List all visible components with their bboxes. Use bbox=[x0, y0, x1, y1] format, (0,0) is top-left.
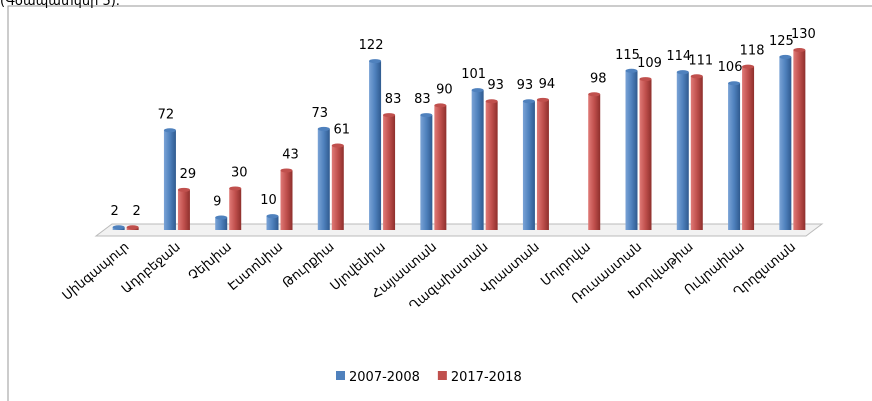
bar bbox=[588, 94, 601, 230]
legend-swatch bbox=[336, 371, 345, 380]
bar-top bbox=[793, 48, 806, 52]
bar-top bbox=[536, 97, 549, 102]
bar-top bbox=[779, 54, 792, 59]
bar bbox=[742, 66, 755, 230]
bar bbox=[331, 145, 344, 230]
bar-top bbox=[728, 81, 741, 86]
data-label: 93 bbox=[487, 78, 504, 93]
bar-top bbox=[588, 92, 601, 97]
bar bbox=[280, 170, 293, 230]
bar bbox=[779, 56, 792, 230]
data-label: 10 bbox=[260, 193, 277, 208]
data-label: 122 bbox=[359, 38, 384, 53]
bar-top bbox=[742, 64, 755, 69]
bar-top bbox=[112, 225, 125, 230]
data-label: 106 bbox=[718, 60, 743, 75]
bar bbox=[369, 61, 382, 231]
bar-top bbox=[126, 225, 139, 230]
data-label: 109 bbox=[637, 56, 662, 71]
data-label: 83 bbox=[385, 92, 402, 107]
bar-top bbox=[471, 88, 484, 93]
data-label: 9 bbox=[213, 195, 221, 210]
bar bbox=[229, 188, 242, 230]
bar bbox=[522, 101, 535, 230]
data-label: 101 bbox=[461, 67, 486, 82]
bar bbox=[163, 130, 176, 230]
data-label: 29 bbox=[180, 167, 197, 182]
bar bbox=[639, 79, 652, 230]
bar-top bbox=[266, 214, 279, 219]
bar bbox=[690, 76, 703, 230]
bar-top bbox=[331, 143, 344, 148]
data-label: 61 bbox=[334, 123, 351, 138]
legend-label: 2017-2018 bbox=[451, 370, 522, 385]
bar-top bbox=[383, 113, 396, 118]
bar-top bbox=[177, 187, 190, 192]
bar-top bbox=[434, 103, 447, 108]
bar-top bbox=[280, 168, 293, 173]
bar-top bbox=[215, 215, 228, 220]
bar-top bbox=[625, 68, 638, 73]
bar bbox=[266, 216, 279, 230]
data-label: 30 bbox=[231, 165, 248, 180]
bar bbox=[676, 72, 689, 231]
data-label: 125 bbox=[769, 34, 794, 49]
bar-top bbox=[163, 128, 176, 133]
data-label: 94 bbox=[539, 77, 556, 92]
data-label: 130 bbox=[791, 27, 816, 42]
bar bbox=[793, 50, 806, 230]
bar bbox=[215, 217, 228, 230]
bar bbox=[434, 105, 447, 230]
bar-top bbox=[369, 59, 382, 64]
bar-top bbox=[639, 77, 652, 82]
data-label: 2 bbox=[111, 204, 119, 219]
bar-top bbox=[690, 74, 703, 79]
data-label: 93 bbox=[517, 78, 534, 93]
legend-swatch bbox=[437, 371, 447, 380]
data-label: 43 bbox=[282, 147, 299, 162]
data-label: 72 bbox=[158, 107, 175, 122]
data-label: 115 bbox=[615, 48, 640, 63]
chart-border bbox=[7, 5, 872, 401]
bar bbox=[728, 83, 741, 230]
bar-top bbox=[676, 70, 689, 75]
data-label: 98 bbox=[590, 71, 607, 86]
caption: (Գծապատկեր 5). bbox=[0, 0, 120, 9]
bar bbox=[485, 101, 498, 230]
legend-label: 2007-2008 bbox=[349, 370, 420, 385]
bar-top bbox=[229, 186, 242, 191]
data-label: 83 bbox=[414, 92, 431, 107]
data-label: 111 bbox=[688, 53, 713, 68]
bar bbox=[420, 115, 433, 230]
x-tick-label: Սինգապուր bbox=[60, 240, 132, 304]
bar bbox=[625, 70, 638, 231]
bar-top bbox=[522, 99, 535, 104]
x-tick-label: Էստոնիա bbox=[225, 240, 286, 294]
data-label: 2 bbox=[133, 204, 141, 219]
x-tick-label: Չեխիա bbox=[186, 240, 235, 284]
bar-top bbox=[317, 126, 330, 131]
floor bbox=[94, 223, 824, 237]
bar bbox=[536, 99, 549, 230]
bar bbox=[383, 115, 396, 230]
data-label: 90 bbox=[436, 82, 453, 97]
bar bbox=[317, 128, 330, 230]
data-label: 73 bbox=[312, 106, 329, 121]
bar-top bbox=[420, 113, 433, 118]
data-label: 114 bbox=[666, 49, 691, 64]
data-label: 118 bbox=[740, 44, 765, 59]
bar bbox=[177, 189, 190, 230]
bar-top bbox=[485, 99, 498, 104]
bar bbox=[471, 90, 484, 231]
